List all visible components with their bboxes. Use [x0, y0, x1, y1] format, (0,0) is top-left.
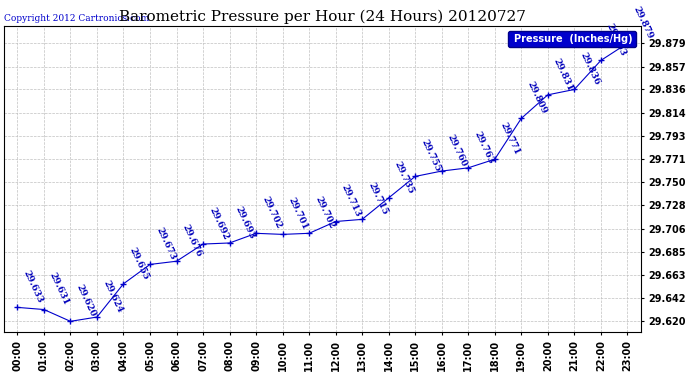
Legend: Pressure  (Inches/Hg): Pressure (Inches/Hg) — [509, 31, 635, 47]
Text: 29.771: 29.771 — [499, 121, 522, 156]
Title: Barometric Pressure per Hour (24 Hours) 20120727: Barometric Pressure per Hour (24 Hours) … — [119, 9, 526, 24]
Text: 29.624: 29.624 — [101, 279, 124, 314]
Text: 29.879: 29.879 — [631, 5, 654, 40]
Text: 29.702: 29.702 — [260, 195, 283, 231]
Text: 29.655: 29.655 — [128, 246, 150, 281]
Text: 29.701: 29.701 — [287, 196, 310, 232]
Text: 29.633: 29.633 — [21, 269, 45, 304]
Text: 29.631: 29.631 — [48, 271, 71, 307]
Text: 29.831: 29.831 — [552, 57, 575, 92]
Text: 29.763: 29.763 — [473, 130, 495, 165]
Text: 29.760: 29.760 — [446, 133, 469, 168]
Text: 29.715: 29.715 — [366, 181, 389, 217]
Text: 29.863: 29.863 — [605, 22, 628, 58]
Text: 29.692: 29.692 — [207, 206, 230, 241]
Text: 29.693: 29.693 — [234, 205, 257, 240]
Text: 29.673: 29.673 — [154, 226, 177, 262]
Text: 29.702: 29.702 — [313, 195, 336, 231]
Text: 29.620: 29.620 — [75, 284, 97, 318]
Text: 29.755: 29.755 — [420, 138, 442, 174]
Text: Copyright 2012 Cartronics.com: Copyright 2012 Cartronics.com — [4, 14, 150, 23]
Text: 29.713: 29.713 — [339, 183, 363, 219]
Text: 29.676: 29.676 — [181, 223, 204, 258]
Text: 29.809: 29.809 — [525, 80, 549, 116]
Text: 29.836: 29.836 — [578, 51, 602, 87]
Text: 29.735: 29.735 — [393, 160, 415, 195]
